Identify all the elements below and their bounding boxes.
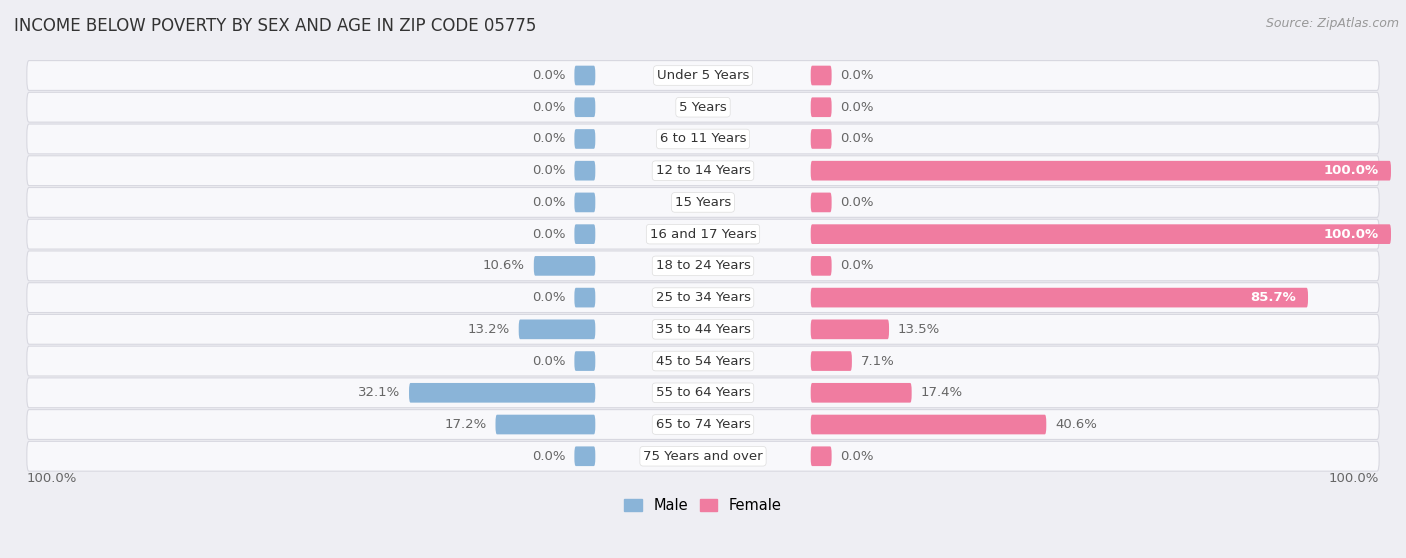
FancyBboxPatch shape: [575, 446, 595, 466]
Text: 75 Years and over: 75 Years and over: [643, 450, 763, 463]
FancyBboxPatch shape: [811, 193, 831, 212]
Text: Under 5 Years: Under 5 Years: [657, 69, 749, 82]
Text: 0.0%: 0.0%: [531, 228, 565, 240]
Text: 0.0%: 0.0%: [841, 101, 875, 114]
Text: 16 and 17 Years: 16 and 17 Years: [650, 228, 756, 240]
FancyBboxPatch shape: [811, 224, 1391, 244]
Text: Source: ZipAtlas.com: Source: ZipAtlas.com: [1265, 17, 1399, 30]
Text: 6 to 11 Years: 6 to 11 Years: [659, 132, 747, 146]
Text: 0.0%: 0.0%: [531, 69, 565, 82]
Text: 17.2%: 17.2%: [444, 418, 486, 431]
FancyBboxPatch shape: [811, 320, 889, 339]
Text: 0.0%: 0.0%: [531, 196, 565, 209]
Text: 45 to 54 Years: 45 to 54 Years: [655, 354, 751, 368]
Text: 18 to 24 Years: 18 to 24 Years: [655, 259, 751, 272]
FancyBboxPatch shape: [27, 283, 1379, 312]
FancyBboxPatch shape: [519, 320, 595, 339]
FancyBboxPatch shape: [811, 351, 852, 371]
FancyBboxPatch shape: [575, 288, 595, 307]
FancyBboxPatch shape: [534, 256, 595, 276]
Text: 0.0%: 0.0%: [531, 164, 565, 177]
Text: 35 to 44 Years: 35 to 44 Years: [655, 323, 751, 336]
FancyBboxPatch shape: [575, 129, 595, 149]
Text: 100.0%: 100.0%: [1324, 164, 1379, 177]
Text: 0.0%: 0.0%: [531, 354, 565, 368]
FancyBboxPatch shape: [27, 156, 1379, 186]
FancyBboxPatch shape: [811, 383, 911, 403]
Text: 10.6%: 10.6%: [482, 259, 524, 272]
Text: 7.1%: 7.1%: [860, 354, 894, 368]
Text: 100.0%: 100.0%: [1329, 472, 1379, 485]
FancyBboxPatch shape: [811, 415, 1046, 434]
FancyBboxPatch shape: [27, 441, 1379, 471]
Text: 0.0%: 0.0%: [841, 69, 875, 82]
Text: 0.0%: 0.0%: [531, 101, 565, 114]
FancyBboxPatch shape: [27, 92, 1379, 122]
FancyBboxPatch shape: [811, 446, 831, 466]
FancyBboxPatch shape: [27, 251, 1379, 281]
Text: 32.1%: 32.1%: [357, 386, 401, 400]
FancyBboxPatch shape: [27, 124, 1379, 154]
FancyBboxPatch shape: [27, 314, 1379, 344]
FancyBboxPatch shape: [811, 66, 831, 85]
FancyBboxPatch shape: [575, 161, 595, 181]
FancyBboxPatch shape: [27, 61, 1379, 90]
Text: 0.0%: 0.0%: [531, 132, 565, 146]
Text: INCOME BELOW POVERTY BY SEX AND AGE IN ZIP CODE 05775: INCOME BELOW POVERTY BY SEX AND AGE IN Z…: [14, 17, 537, 35]
FancyBboxPatch shape: [811, 129, 831, 149]
FancyBboxPatch shape: [575, 351, 595, 371]
Text: 17.4%: 17.4%: [921, 386, 963, 400]
FancyBboxPatch shape: [575, 224, 595, 244]
FancyBboxPatch shape: [27, 187, 1379, 217]
FancyBboxPatch shape: [575, 193, 595, 212]
Text: 55 to 64 Years: 55 to 64 Years: [655, 386, 751, 400]
FancyBboxPatch shape: [27, 346, 1379, 376]
Text: 15 Years: 15 Years: [675, 196, 731, 209]
Legend: Male, Female: Male, Female: [619, 492, 787, 518]
Text: 0.0%: 0.0%: [841, 259, 875, 272]
Text: 100.0%: 100.0%: [1324, 228, 1379, 240]
FancyBboxPatch shape: [27, 219, 1379, 249]
Text: 0.0%: 0.0%: [531, 450, 565, 463]
FancyBboxPatch shape: [495, 415, 595, 434]
Text: 13.5%: 13.5%: [898, 323, 941, 336]
Text: 100.0%: 100.0%: [27, 472, 77, 485]
Text: 0.0%: 0.0%: [841, 132, 875, 146]
FancyBboxPatch shape: [575, 66, 595, 85]
Text: 13.2%: 13.2%: [467, 323, 510, 336]
FancyBboxPatch shape: [811, 161, 1391, 181]
FancyBboxPatch shape: [575, 98, 595, 117]
FancyBboxPatch shape: [811, 98, 831, 117]
Text: 12 to 14 Years: 12 to 14 Years: [655, 164, 751, 177]
FancyBboxPatch shape: [811, 256, 831, 276]
Text: 25 to 34 Years: 25 to 34 Years: [655, 291, 751, 304]
FancyBboxPatch shape: [811, 288, 1308, 307]
FancyBboxPatch shape: [27, 378, 1379, 408]
Text: 0.0%: 0.0%: [841, 450, 875, 463]
Text: 5 Years: 5 Years: [679, 101, 727, 114]
Text: 65 to 74 Years: 65 to 74 Years: [655, 418, 751, 431]
FancyBboxPatch shape: [409, 383, 595, 403]
FancyBboxPatch shape: [27, 410, 1379, 440]
Text: 0.0%: 0.0%: [531, 291, 565, 304]
Text: 40.6%: 40.6%: [1056, 418, 1097, 431]
Text: 0.0%: 0.0%: [841, 196, 875, 209]
Text: 85.7%: 85.7%: [1250, 291, 1296, 304]
